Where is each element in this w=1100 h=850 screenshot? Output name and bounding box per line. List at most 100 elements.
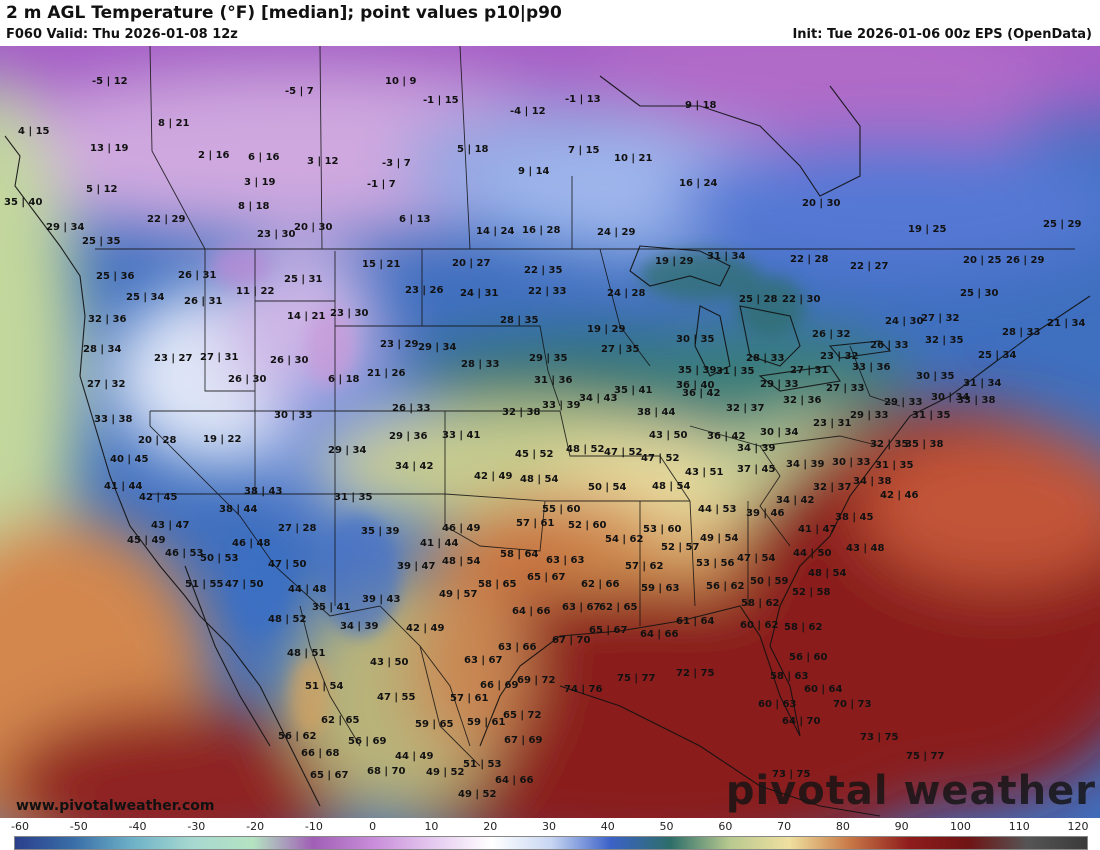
point-value: 46 | 49 <box>442 523 481 534</box>
point-value: 34 | 38 <box>853 476 892 487</box>
point-value: 47 | 50 <box>225 579 264 590</box>
point-value: 25 | 31 <box>284 274 323 285</box>
color-legend: -60 -50 -40 -30 -20 -10 0 10 20 30 40 50 60 70 80 90 100… <box>0 818 1100 850</box>
point-value: 60 | 63 <box>758 699 797 710</box>
temperature-map[interactable]: -5 | 12 10 | 9 -5 | 7 -1 | 15 -4 | 12 -1 | 13… <box>0 46 1100 818</box>
point-value: 11 | 22 <box>236 286 275 297</box>
point-value: 38 | 43 <box>244 486 283 497</box>
point-value: 47 | 54 <box>737 553 776 564</box>
map-canvas <box>0 46 1100 818</box>
point-value: 42 | 46 <box>880 490 919 501</box>
point-value: 20 | 30 <box>294 222 333 233</box>
point-value: 29 | 34 <box>328 445 367 456</box>
website-label: www.pivotalweather.com <box>16 798 215 814</box>
point-value: 58 | 64 <box>500 549 539 560</box>
point-value: 52 | 57 <box>661 542 700 553</box>
point-value: 23 | 30 <box>330 308 369 319</box>
point-value: 26 | 30 <box>228 374 267 385</box>
point-value: 42 | 49 <box>474 471 513 482</box>
point-value: 27 | 33 <box>826 383 865 394</box>
point-value: 45 | 49 <box>127 535 166 546</box>
point-value: 33 | 36 <box>852 362 891 373</box>
point-value: 31 | 34 <box>707 251 746 262</box>
point-value: 23 | 27 <box>154 353 193 364</box>
point-value: 34 | 39 <box>786 459 825 470</box>
point-value: 63 | 63 <box>546 555 585 566</box>
point-value: 66 | 68 <box>301 748 340 759</box>
point-value: 36 | 42 <box>682 388 721 399</box>
point-value: 64 | 66 <box>512 606 551 617</box>
point-value: 32 | 37 <box>726 403 765 414</box>
point-value: 42 | 45 <box>139 492 178 503</box>
point-value: 10 | 21 <box>614 153 653 164</box>
point-value: 26 | 29 <box>1006 255 1045 266</box>
legend-tick: -10 <box>304 820 323 833</box>
point-value: 68 | 70 <box>367 766 406 777</box>
point-value: 6 | 16 <box>248 152 280 163</box>
point-value: 20 | 25 <box>963 255 1002 266</box>
point-value: 29 | 35 <box>529 353 568 364</box>
point-value: 32 | 37 <box>813 482 852 493</box>
point-value: 29 | 33 <box>760 379 799 390</box>
point-value: 59 | 63 <box>641 583 680 594</box>
point-value: 75 | 77 <box>617 673 656 684</box>
point-value: 34 | 39 <box>340 621 379 632</box>
point-value: 25 | 36 <box>96 271 135 282</box>
point-value: 43 | 47 <box>151 520 190 531</box>
point-value: 38 | 44 <box>219 504 258 515</box>
point-value: 49 | 54 <box>700 533 739 544</box>
point-value: 72 | 75 <box>676 668 715 679</box>
point-value: 39 | 43 <box>362 594 401 605</box>
point-value: 32 | 36 <box>88 314 127 325</box>
point-value: 2 | 16 <box>198 150 230 161</box>
point-value: 31 | 35 <box>334 492 373 503</box>
point-value: 57 | 62 <box>625 561 664 572</box>
point-value: 30 | 34 <box>931 392 970 403</box>
point-value: 66 | 69 <box>480 680 519 691</box>
point-value: 64 | 70 <box>782 716 821 727</box>
point-value: 25 | 34 <box>126 292 165 303</box>
point-value: 65 | 72 <box>503 710 542 721</box>
point-value: 74 | 76 <box>564 684 603 695</box>
point-value: 14 | 21 <box>287 311 326 322</box>
point-value: 57 | 61 <box>450 693 489 704</box>
point-value: 34 | 42 <box>776 495 815 506</box>
point-value: 53 | 56 <box>696 558 735 569</box>
point-value: 35 | 41 <box>312 602 351 613</box>
point-value: 26 | 31 <box>184 296 223 307</box>
point-value: 49 | 52 <box>426 767 465 778</box>
point-value: 43 | 51 <box>685 467 724 478</box>
point-value: 35 | 40 <box>4 197 43 208</box>
legend-tick: -50 <box>69 820 88 833</box>
legend-tick: 120 <box>1067 820 1089 833</box>
point-value: 61 | 64 <box>676 616 715 627</box>
point-value: 31 | 35 <box>875 460 914 471</box>
point-value: 22 | 29 <box>147 214 186 225</box>
point-value: 43 | 50 <box>370 657 409 668</box>
legend-tick: 90 <box>894 820 909 833</box>
point-value: 33 | 38 <box>957 395 996 406</box>
point-value: 23 | 30 <box>257 229 296 240</box>
point-value: 33 | 39 <box>542 400 581 411</box>
point-value: 49 | 52 <box>458 789 497 800</box>
point-value: -5 | 12 <box>92 76 128 87</box>
point-value: -1 | 7 <box>367 179 396 190</box>
point-value: 34 | 43 <box>579 393 618 404</box>
point-value: 42 | 49 <box>406 623 445 634</box>
point-value: 41 | 44 <box>104 481 143 492</box>
point-value: 40 | 45 <box>110 454 149 465</box>
point-value: 56 | 62 <box>706 581 745 592</box>
point-value: 30 | 35 <box>676 334 715 345</box>
point-value: 22 | 27 <box>850 261 889 272</box>
point-value: 23 | 31 <box>813 418 852 429</box>
point-value: 51 | 55 <box>185 579 224 590</box>
point-value: 58 | 63 <box>770 671 809 682</box>
point-value: 56 | 60 <box>789 652 828 663</box>
point-value: 23 | 26 <box>405 285 444 296</box>
point-value: 36 | 40 <box>676 380 715 391</box>
point-value: 27 | 32 <box>87 379 126 390</box>
point-value: 28 | 33 <box>746 353 785 364</box>
point-value: 67 | 69 <box>504 735 543 746</box>
point-value: 51 | 53 <box>463 759 502 770</box>
point-value: 46 | 48 <box>232 538 271 549</box>
